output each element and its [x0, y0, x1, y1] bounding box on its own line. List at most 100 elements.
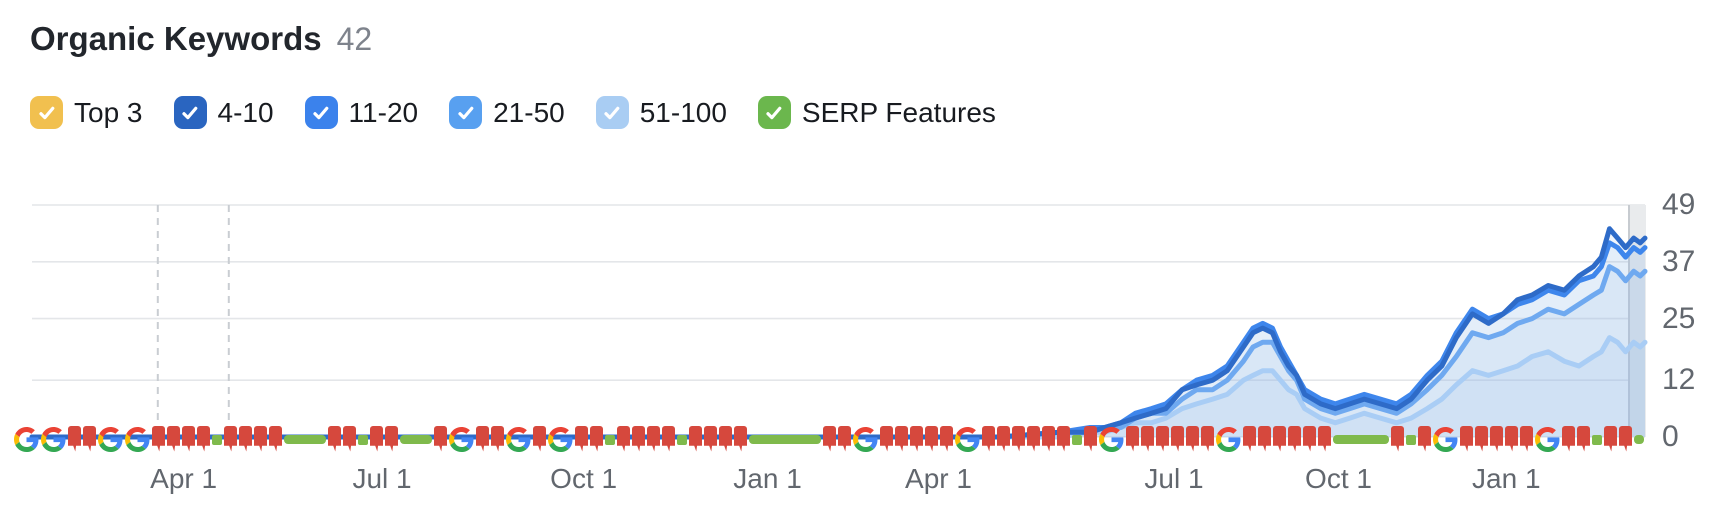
google-logo-icon[interactable]: [98, 427, 123, 452]
google-update-note-icon[interactable]: [1577, 426, 1590, 452]
google-logo-icon[interactable]: [449, 427, 474, 452]
google-update-note-icon[interactable]: [83, 426, 96, 452]
google-update-note-icon[interactable]: [1042, 426, 1055, 452]
organic-keywords-chart[interactable]: [29, 195, 1648, 461]
google-update-note-icon[interactable]: [182, 426, 195, 452]
google-update-note-icon[interactable]: [689, 426, 702, 452]
google-logo-icon[interactable]: [548, 427, 573, 452]
google-update-note-icon[interactable]: [1475, 426, 1488, 452]
series-line-4-10[interactable]: [29, 226, 1648, 440]
google-update-note-icon[interactable]: [719, 426, 732, 452]
serp-feature-marker[interactable]: [212, 435, 222, 445]
legend-checkbox[interactable]: [757, 96, 791, 129]
google-update-note-icon[interactable]: [838, 426, 851, 452]
google-logo-icon[interactable]: [1433, 427, 1458, 452]
legend-item-11-20[interactable]: 11-20: [304, 96, 418, 129]
google-update-note-icon[interactable]: [823, 426, 836, 452]
google-logo-icon[interactable]: [955, 427, 980, 452]
google-update-note-icon[interactable]: [1619, 426, 1632, 452]
google-update-note-icon[interactable]: [239, 426, 252, 452]
google-update-note-icon[interactable]: [476, 426, 489, 452]
google-update-note-icon[interactable]: [1460, 426, 1473, 452]
legend-item-serp-features[interactable]: SERP Features: [757, 96, 996, 129]
google-update-note-icon[interactable]: [617, 426, 630, 452]
google-update-note-icon[interactable]: [1288, 426, 1301, 452]
legend-checkbox[interactable]: [173, 96, 207, 129]
series-line-21-50[interactable]: [29, 264, 1648, 440]
google-update-note-icon[interactable]: [1505, 426, 1518, 452]
google-update-note-icon[interactable]: [254, 426, 267, 452]
google-update-note-icon[interactable]: [197, 426, 210, 452]
serp-feature-bar[interactable]: [1333, 435, 1389, 444]
google-update-note-icon[interactable]: [1141, 426, 1154, 452]
google-update-note-icon[interactable]: [1418, 426, 1431, 452]
google-logo-icon[interactable]: [1535, 427, 1560, 452]
legend-checkbox[interactable]: [449, 96, 483, 129]
google-update-note-icon[interactable]: [880, 426, 893, 452]
google-update-note-icon[interactable]: [370, 426, 383, 452]
google-update-note-icon[interactable]: [385, 426, 398, 452]
google-update-note-icon[interactable]: [1273, 426, 1286, 452]
google-update-note-icon[interactable]: [940, 426, 953, 452]
google-logo-icon[interactable]: [125, 427, 150, 452]
legend-item-21-50[interactable]: 21-50: [449, 96, 565, 129]
google-update-note-icon[interactable]: [434, 426, 447, 452]
google-update-note-icon[interactable]: [533, 426, 546, 452]
google-update-note-icon[interactable]: [1604, 426, 1617, 452]
google-logo-icon[interactable]: [1216, 427, 1241, 452]
google-update-note-icon[interactable]: [925, 426, 938, 452]
google-update-note-icon[interactable]: [1258, 426, 1271, 452]
google-update-note-icon[interactable]: [1171, 426, 1184, 452]
google-logo-icon[interactable]: [853, 427, 878, 452]
legend-checkbox[interactable]: [304, 96, 338, 129]
legend-checkbox[interactable]: [30, 96, 63, 129]
google-update-note-icon[interactable]: [491, 426, 504, 452]
google-update-note-icon[interactable]: [704, 426, 717, 452]
serp-feature-bar[interactable]: [1634, 435, 1644, 444]
google-update-note-icon[interactable]: [269, 426, 282, 452]
serp-feature-bar[interactable]: [400, 435, 432, 444]
google-update-note-icon[interactable]: [1562, 426, 1575, 452]
google-update-note-icon[interactable]: [1201, 426, 1214, 452]
google-update-note-icon[interactable]: [590, 426, 603, 452]
google-update-note-icon[interactable]: [982, 426, 995, 452]
google-update-note-icon[interactable]: [328, 426, 341, 452]
serp-feature-marker[interactable]: [1592, 435, 1602, 445]
google-update-note-icon[interactable]: [895, 426, 908, 452]
legend-checkbox[interactable]: [595, 96, 629, 129]
serp-feature-marker[interactable]: [1072, 435, 1082, 445]
google-update-note-icon[interactable]: [1490, 426, 1503, 452]
google-update-note-icon[interactable]: [575, 426, 588, 452]
google-update-note-icon[interactable]: [647, 426, 660, 452]
google-update-note-icon[interactable]: [910, 426, 923, 452]
series-line-51-100[interactable]: [29, 335, 1648, 440]
google-update-note-icon[interactable]: [997, 426, 1010, 452]
google-update-note-icon[interactable]: [1243, 426, 1256, 452]
legend-item-4-10[interactable]: 4-10: [173, 96, 274, 129]
google-update-note-icon[interactable]: [152, 426, 165, 452]
google-update-note-icon[interactable]: [1303, 426, 1316, 452]
serp-feature-marker[interactable]: [358, 435, 368, 445]
google-update-note-icon[interactable]: [632, 426, 645, 452]
google-update-note-icon[interactable]: [1391, 426, 1404, 452]
google-updates-strip[interactable]: [14, 426, 1648, 453]
google-update-note-icon[interactable]: [1318, 426, 1331, 452]
serp-feature-bar[interactable]: [749, 435, 821, 444]
google-update-note-icon[interactable]: [1084, 426, 1097, 452]
google-update-note-icon[interactable]: [343, 426, 356, 452]
google-update-note-icon[interactable]: [1057, 426, 1070, 452]
google-update-note-icon[interactable]: [68, 426, 81, 452]
google-update-note-icon[interactable]: [1012, 426, 1025, 452]
google-update-note-icon[interactable]: [1186, 426, 1199, 452]
google-update-note-icon[interactable]: [1027, 426, 1040, 452]
google-update-note-icon[interactable]: [734, 426, 747, 452]
google-update-note-icon[interactable]: [224, 426, 237, 452]
google-logo-icon[interactable]: [14, 427, 39, 452]
legend-item-51-100[interactable]: 51-100: [595, 96, 727, 129]
serp-feature-marker[interactable]: [1406, 435, 1416, 445]
google-update-note-icon[interactable]: [1126, 426, 1139, 452]
serp-feature-bar[interactable]: [284, 435, 326, 444]
serp-feature-marker[interactable]: [605, 435, 615, 445]
legend-item-top-3[interactable]: Top 3: [30, 96, 143, 129]
google-update-note-icon[interactable]: [1520, 426, 1533, 452]
